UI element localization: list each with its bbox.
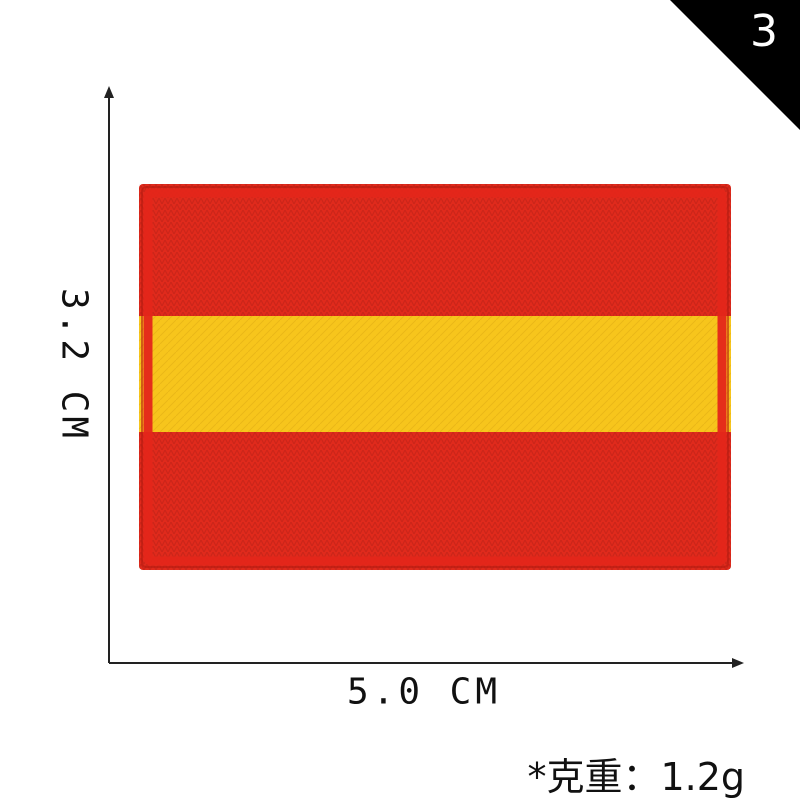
width-label: 5.0 CM bbox=[346, 671, 502, 713]
corner-badge bbox=[670, 0, 800, 130]
badge-number: 3 bbox=[750, 6, 778, 57]
weight-label: *克重：1.2g bbox=[527, 755, 745, 799]
right-arrow-icon bbox=[732, 658, 744, 668]
flag-stitched-border bbox=[143, 188, 727, 566]
up-arrow-icon bbox=[104, 86, 114, 98]
flag-patch bbox=[139, 184, 731, 570]
height-label: 3.2 CM bbox=[53, 287, 95, 443]
